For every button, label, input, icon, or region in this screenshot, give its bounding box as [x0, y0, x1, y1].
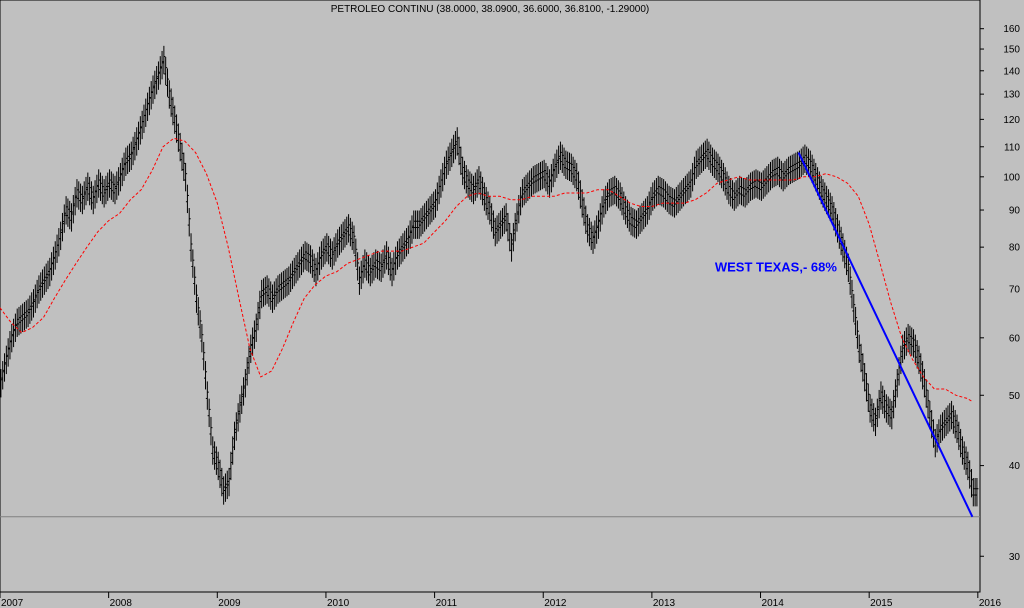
y-tick-label: 140	[1003, 66, 1020, 77]
y-tick-label: 60	[1009, 333, 1021, 344]
y-tick-label: 90	[1009, 206, 1021, 217]
moving-average-line	[0, 137, 973, 403]
price-bars	[0, 45, 979, 507]
x-tick-label: 2011	[436, 598, 458, 608]
y-tick-label: 40	[1009, 461, 1021, 472]
y-tick-label: 130	[1003, 90, 1020, 101]
y-tick-label: 50	[1009, 391, 1021, 402]
y-tick-label: 70	[1009, 285, 1021, 296]
x-tick-label: 2014	[762, 598, 785, 608]
chart-title: PETROLEO CONTINU (38.0000, 38.0900, 36.6…	[331, 4, 650, 15]
x-tick-label: 2009	[218, 598, 241, 608]
annotation-west-texas: WEST TEXAS,- 68%	[715, 260, 838, 275]
y-tick-label: 110	[1004, 142, 1020, 153]
x-tick-label: 2007	[1, 598, 24, 608]
x-tick-label: 2012	[544, 598, 567, 608]
x-axis: 2007 2008 2009 2010 2011 2012 2013 2014 2015 2016	[0, 592, 1002, 608]
x-tick-label: 2016	[979, 598, 1002, 608]
y-tick-label: 160	[1003, 24, 1020, 35]
y-tick-label: 150	[1003, 45, 1020, 56]
x-tick-label: 2015	[870, 598, 893, 608]
y-tick-label: 30	[1009, 552, 1021, 563]
x-tick-label: 2010	[327, 598, 350, 608]
y-tick-label: 80	[1009, 243, 1021, 254]
trendline	[797, 152, 974, 518]
y-axis: 30 40 50 60 70 80 90 100 110 120 130 140 150 160	[980, 24, 1020, 563]
y-tick-label: 100	[1003, 172, 1020, 183]
y-tick-label: 120	[1003, 115, 1020, 126]
plot-frame	[0, 0, 981, 593]
trendline-segment	[797, 152, 974, 518]
x-tick-label: 2008	[110, 598, 133, 608]
x-tick-label: 2013	[653, 598, 676, 608]
moving-average-path	[0, 137, 973, 403]
